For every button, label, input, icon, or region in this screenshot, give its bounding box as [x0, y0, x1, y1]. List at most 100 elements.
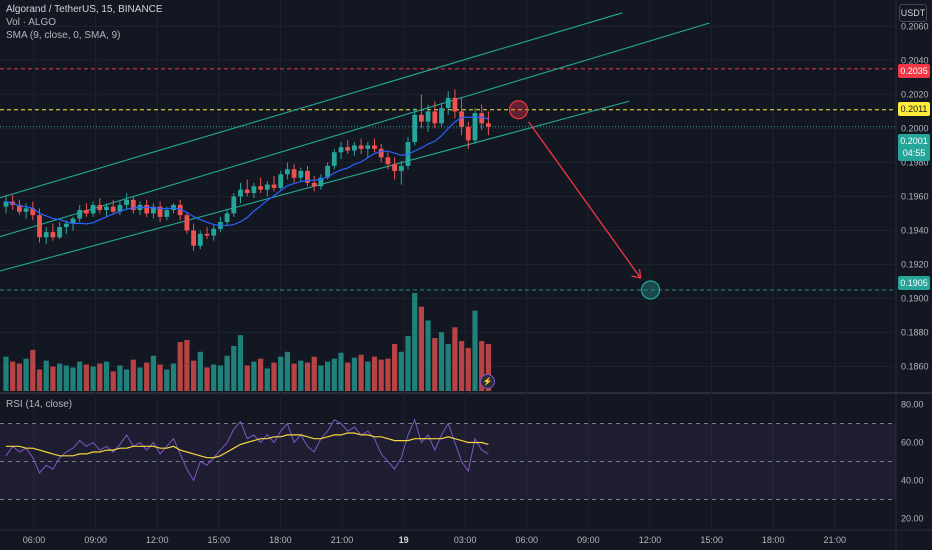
volume-bar [465, 347, 471, 391]
volume-bars [3, 293, 491, 391]
time-tick-label: 19 [399, 535, 409, 545]
volume-bar [57, 363, 63, 391]
volume-bar [371, 356, 378, 391]
symbol-title: Algorand / TetherUS, 15, BINANCE [6, 4, 163, 15]
volume-bar [418, 306, 424, 391]
volume-bar [278, 356, 284, 391]
channel-line [0, 100, 630, 272]
volume-bar [197, 351, 203, 391]
volume-bar [452, 327, 458, 391]
bar-countdown: 04:55 [902, 148, 926, 158]
volume-bar [36, 369, 43, 391]
candle-body [70, 218, 76, 224]
candle-body [157, 206, 163, 217]
candle-body [419, 114, 424, 122]
volume-bar [258, 358, 264, 391]
sma-legend[interactable]: SMA (9, close, 0, SMA, 9) [6, 30, 120, 41]
lightning-icon[interactable]: ⚡ [480, 374, 495, 389]
volume-bar [10, 361, 16, 391]
rsi-tick-label: 20.00 [901, 514, 924, 524]
price-tag-entry: 0.2011 [898, 102, 930, 116]
volume-bar [338, 352, 344, 391]
candle-body [298, 170, 304, 178]
volume-bar [271, 362, 277, 391]
price-tick-label: 0.2000 [901, 123, 929, 133]
volume-bar [23, 358, 29, 391]
currency-button[interactable]: USDT [899, 4, 927, 22]
candle-body [57, 227, 62, 238]
volume-bar [385, 358, 391, 391]
candle-body [465, 126, 471, 141]
candle-body [97, 204, 103, 211]
sma-line [5, 116, 489, 227]
volume-bar [412, 293, 418, 391]
candle-body [352, 145, 357, 151]
volume-bar [472, 310, 478, 391]
candle-body [50, 232, 56, 238]
candle-body [278, 174, 284, 188]
candle-body [124, 199, 129, 205]
volume-legend[interactable]: Vol · ALGO [6, 17, 56, 28]
rsi-tick-label: 80.00 [901, 400, 924, 410]
volume-bar [405, 336, 411, 391]
volume-bar [318, 365, 324, 391]
volume-bar [485, 343, 491, 391]
volume-bar [30, 349, 36, 391]
volume-bar [90, 366, 96, 391]
volume-bar [184, 340, 190, 391]
time-tick-label: 12:00 [639, 535, 662, 545]
candle-body [211, 228, 217, 236]
volume-bar [425, 320, 431, 391]
candle-body [285, 169, 290, 175]
candle-body [412, 114, 418, 143]
annotation-drawings [508, 100, 661, 300]
volume-bar [298, 360, 304, 391]
time-tick-label: 12:00 [146, 535, 169, 545]
volume-bar [3, 356, 9, 391]
volume-bar [204, 367, 210, 391]
candle-body [311, 182, 317, 187]
candle-body [177, 204, 183, 216]
symbol-legend[interactable]: Algorand / TetherUS, 15, BINANCE [6, 4, 163, 15]
candle-body [459, 111, 464, 127]
time-tick-label: 18:00 [269, 535, 292, 545]
rsi-line [5, 418, 489, 482]
time-tick-label: 18:00 [762, 535, 785, 545]
volume-bar [16, 363, 22, 391]
candle-body [365, 145, 371, 149]
candle-body [191, 230, 196, 246]
candle-body [305, 170, 310, 183]
volume-bar [191, 360, 197, 391]
candle-body [43, 232, 49, 238]
volume-bar [398, 351, 404, 391]
arrow-shaft [528, 121, 642, 279]
rsi-legend[interactable]: RSI (14, close) [6, 399, 72, 410]
candle-body [445, 97, 451, 109]
price-tag-target-low: 0.1905 [898, 276, 930, 290]
time-tick-label: 03:00 [454, 535, 477, 545]
candle-body [151, 206, 156, 214]
candle-body [244, 189, 250, 194]
time-tick-label: 21:00 [824, 535, 847, 545]
candle-body [318, 177, 324, 187]
price-tick-label: 0.1960 [901, 191, 929, 201]
volume-bar [325, 361, 331, 391]
volume-bar [217, 365, 223, 391]
volume-bar [124, 369, 130, 391]
candle-body [398, 165, 404, 171]
channel-line [0, 12, 623, 199]
candle-body [264, 184, 270, 190]
candle-body [231, 196, 237, 214]
volume-bar [244, 365, 250, 391]
rsi-tick-label: 60.00 [901, 438, 924, 448]
candle-body [164, 210, 170, 217]
candle-body [90, 204, 96, 214]
volume-bar [103, 361, 110, 391]
candle-body [3, 201, 9, 207]
volume-bar [211, 364, 217, 391]
volume-bar [445, 343, 451, 391]
candle-body [63, 223, 69, 228]
volume-bar [50, 366, 56, 391]
candle-body [452, 97, 458, 112]
